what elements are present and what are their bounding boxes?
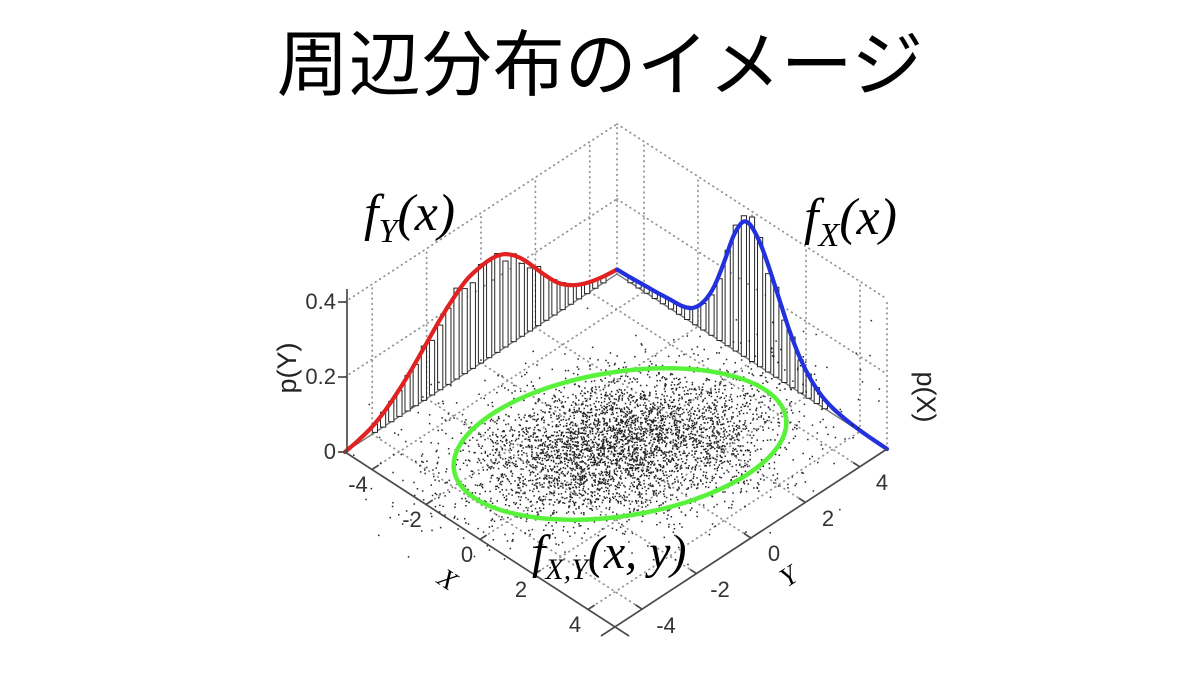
p-tick-04: 0.4 (305, 289, 336, 314)
y-tick-2: 2 (822, 506, 834, 531)
joint-label: fX,Y(x, y) (532, 526, 686, 586)
y-tick--4: -4 (656, 613, 676, 638)
axes-lines (338, 289, 888, 637)
marginal-x-histogram (627, 215, 828, 410)
slide-title: 周辺分布のイメージ (277, 26, 924, 106)
marginal-y-label: fY(x) (364, 185, 455, 250)
marginal-y-curve (342, 252, 620, 455)
y-tick--2: -2 (710, 577, 730, 602)
p-x-axis-label: p(X) (911, 371, 941, 422)
p-tick-0: 0 (324, 439, 336, 464)
y-tick-4: 4 (876, 470, 888, 495)
marginal-curves (342, 219, 890, 455)
p-y-axis-label: p(Y) (272, 342, 302, 393)
x-tick--2: -2 (402, 507, 422, 532)
y-tick-0: 0 (768, 541, 780, 566)
p-tick-02: 0.2 (305, 364, 336, 389)
joint-contour-ellipse (451, 365, 789, 523)
marginal-y-histogram (371, 252, 607, 433)
marginal-x-label: fX(x) (804, 189, 897, 254)
marginal-x-curve (614, 219, 890, 452)
x-tick--4: -4 (348, 472, 368, 497)
joint-scatter (353, 307, 881, 569)
x-tick-2: 2 (515, 577, 527, 602)
x-tick-4: 4 (569, 612, 581, 637)
x-axis-label: X (432, 562, 464, 598)
x-tick-0: 0 (461, 542, 473, 567)
